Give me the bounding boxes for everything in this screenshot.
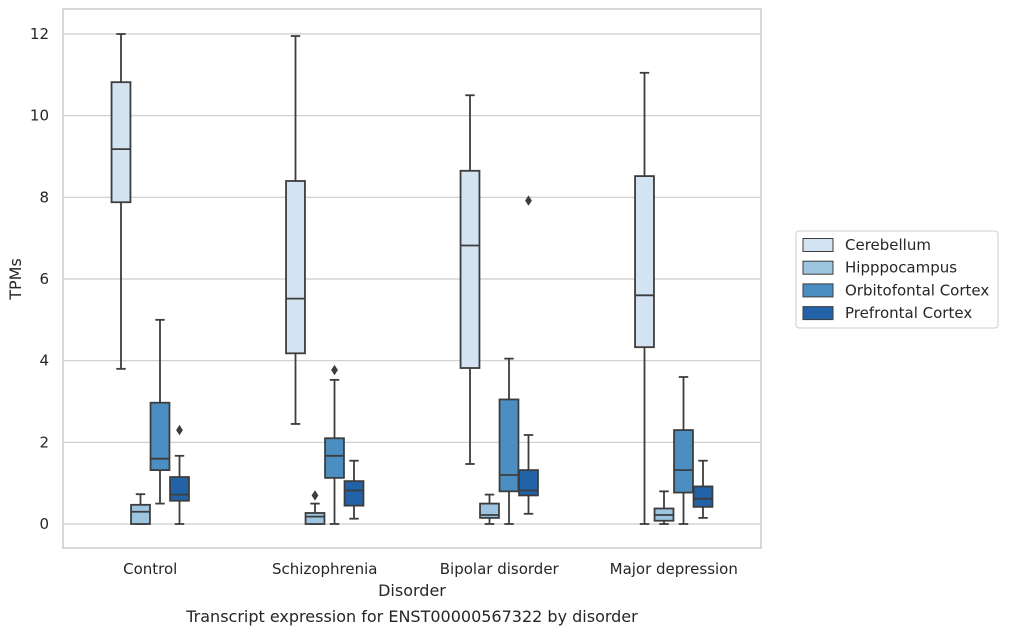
box-cerebellum [110, 33, 132, 370]
legend-swatch [802, 306, 834, 321]
box-orbitofontal-cortex [673, 376, 694, 525]
box-body [634, 175, 655, 349]
box-body [459, 169, 481, 369]
x-tick-label: Control [123, 560, 177, 578]
box-hipppocampus [653, 490, 675, 525]
y-tick-label: 2 [39, 433, 49, 451]
box-body [498, 398, 520, 493]
box-orbitofontal-cortex [498, 357, 520, 525]
legend-swatch [802, 283, 834, 298]
outlier-point [176, 424, 183, 436]
box-cerebellum [459, 94, 481, 465]
box-body [285, 180, 306, 355]
box-body [149, 401, 171, 472]
y-tick-label: 6 [39, 270, 49, 288]
box-prefrontal-cortex [692, 459, 714, 519]
box-cerebellum [285, 35, 306, 425]
y-tick-labels: 0 2 4 6 8 10 12 [30, 25, 49, 533]
box-body [673, 429, 694, 494]
outlier-point [331, 364, 338, 376]
legend-swatch [802, 238, 834, 252]
legend-label: Cerebellum [845, 236, 931, 254]
box-body [304, 512, 326, 525]
box-prefrontal-cortex [169, 424, 190, 525]
box-body [518, 469, 539, 497]
box-hipppocampus [130, 493, 151, 525]
box-prefrontal-cortex [343, 459, 365, 520]
box-body [169, 476, 190, 502]
box-body [343, 480, 365, 507]
box-body [110, 81, 132, 204]
box-hipppocampus [479, 493, 500, 525]
y-tick-label: 8 [39, 188, 49, 206]
x-tick-label: Bipolar disorder [440, 560, 560, 578]
plot-area-frame [62, 8, 762, 549]
box-body [324, 437, 345, 479]
x-tick-labels: Control Schizophrenia Bipolar disorder Majo… [123, 560, 738, 578]
box-body [130, 503, 151, 525]
legend-label: Hipppocampus [845, 259, 957, 277]
legend: Cerebellum Hipppocampus Orbitofontal Corte… [795, 230, 999, 329]
outlier-point [311, 490, 319, 501]
y-tick-label: 4 [39, 352, 49, 370]
y-tick-label: 12 [30, 25, 49, 43]
y-tick-label: 10 [30, 107, 49, 125]
legend-swatch [802, 260, 834, 275]
x-axis-label: Disorder [378, 581, 446, 600]
y-axis-label: TPMs [6, 258, 25, 301]
legend-frame [795, 230, 999, 329]
box-layer [110, 33, 714, 525]
y-tick-label: 0 [39, 515, 49, 533]
box-orbitofontal-cortex [324, 364, 345, 525]
box-cerebellum [634, 71, 655, 525]
legend-label: Prefrontal Cortex [845, 304, 972, 322]
box-prefrontal-cortex [518, 195, 539, 515]
box-body [692, 485, 714, 508]
outlier-point [525, 195, 532, 206]
x-tick-label: Schizophrenia [272, 560, 377, 578]
x-tick-label: Major depression [610, 560, 738, 578]
box-orbitofontal-cortex [149, 318, 171, 505]
grid-layer [63, 33, 761, 525]
chart-caption: Transcript expression for ENST0000056732… [185, 607, 638, 626]
box-hipppocampus [304, 490, 326, 525]
legend-label: Orbitofontal Cortex [845, 281, 989, 299]
